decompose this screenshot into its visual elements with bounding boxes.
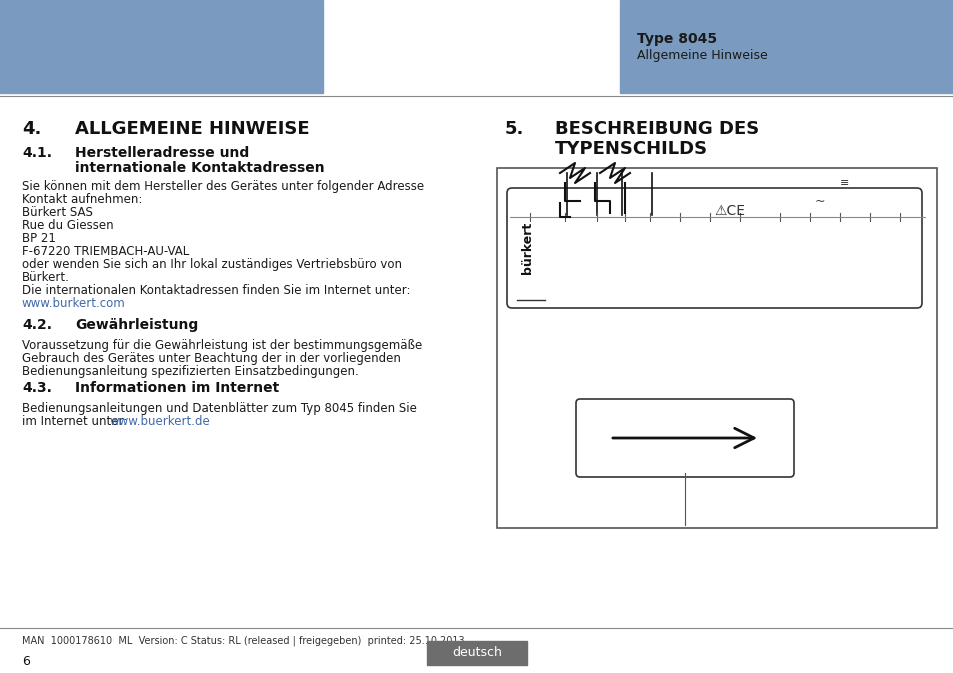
Text: Informationen im Internet: Informationen im Internet: [75, 381, 279, 395]
Text: Voraussetzung für die Gewährleistung ist der bestimmungsgemäße: Voraussetzung für die Gewährleistung ist…: [22, 339, 422, 352]
Text: Herstelleradresse und: Herstelleradresse und: [75, 146, 249, 160]
Text: bürkert: bürkert: [128, 48, 222, 68]
Text: Bedienungsanleitungen und Datenblätter zum Typ 8045 finden Sie: Bedienungsanleitungen und Datenblätter z…: [22, 402, 416, 415]
Text: 4.3.: 4.3.: [22, 381, 51, 395]
Text: Gebrauch des Gerätes unter Beachtung der in der vorliegenden: Gebrauch des Gerätes unter Beachtung der…: [22, 352, 400, 365]
Text: BESCHREIBUNG DES: BESCHREIBUNG DES: [555, 120, 759, 138]
Bar: [138, 36, 172, 40]
Text: deutsch: deutsch: [452, 647, 501, 660]
Text: oder wenden Sie sich an Ihr lokal zuständiges Vertriebsbüro von: oder wenden Sie sich an Ihr lokal zustän…: [22, 258, 401, 271]
Text: Allgemeine Hinweise: Allgemeine Hinweise: [637, 50, 767, 63]
Text: Bürkert SAS: Bürkert SAS: [22, 206, 92, 219]
Text: Die internationalen Kontaktadressen finden Sie im Internet unter:: Die internationalen Kontaktadressen find…: [22, 284, 410, 297]
Bar: [427, 641, 526, 665]
Text: bürkert: bürkert: [521, 222, 534, 274]
Text: internationale Kontaktadressen: internationale Kontaktadressen: [75, 161, 324, 175]
Bar: [619, 0, 953, 93]
Text: 6: 6: [22, 655, 30, 668]
Text: BP 21: BP 21: [22, 232, 56, 245]
Text: Type 8045: Type 8045: [637, 32, 717, 46]
Text: ALLGEMEINE HINWEISE: ALLGEMEINE HINWEISE: [75, 120, 310, 138]
Text: Bürkert.: Bürkert.: [22, 271, 70, 284]
Bar: [0, 0, 323, 93]
Text: ⚠CE: ⚠CE: [714, 204, 744, 218]
Text: MAN  1000178610  ML  Version: C Status: RL (released | freigegeben)  printed: 25: MAN 1000178610 ML Version: C Status: RL …: [22, 635, 464, 645]
Text: Rue du Giessen: Rue du Giessen: [22, 219, 113, 232]
Bar: [172, 36, 188, 40]
Text: Bedienungsanleitung spezifizierten Einsatzbedingungen.: Bedienungsanleitung spezifizierten Einsa…: [22, 365, 358, 378]
Bar: [183, 36, 208, 40]
Text: 4.: 4.: [22, 120, 41, 138]
Text: TYPENSCHILDS: TYPENSCHILDS: [555, 140, 707, 158]
Text: 4.1.: 4.1.: [22, 146, 52, 160]
FancyBboxPatch shape: [576, 399, 793, 477]
Text: ~: ~: [814, 194, 824, 207]
Text: www.burkert.com: www.burkert.com: [22, 297, 126, 310]
Text: www.buerkert.de: www.buerkert.de: [110, 415, 211, 428]
Text: Sie können mit dem Hersteller des Gerätes unter folgender Adresse: Sie können mit dem Hersteller des Geräte…: [22, 180, 424, 193]
Text: FLUID CONTROL SYSTEMS: FLUID CONTROL SYSTEMS: [130, 70, 220, 76]
Text: 4.2.: 4.2.: [22, 318, 52, 332]
Text: im Internet unter:: im Internet unter:: [22, 415, 131, 428]
Text: ≡: ≡: [840, 178, 849, 188]
FancyBboxPatch shape: [506, 188, 921, 308]
Text: Gewährleistung: Gewährleistung: [75, 318, 198, 332]
Text: F-67220 TRIEMBACH-AU-VAL: F-67220 TRIEMBACH-AU-VAL: [22, 245, 189, 258]
Text: Kontakt aufnehmen:: Kontakt aufnehmen:: [22, 193, 142, 206]
Bar: [497, 168, 936, 528]
Text: 5.: 5.: [504, 120, 524, 138]
